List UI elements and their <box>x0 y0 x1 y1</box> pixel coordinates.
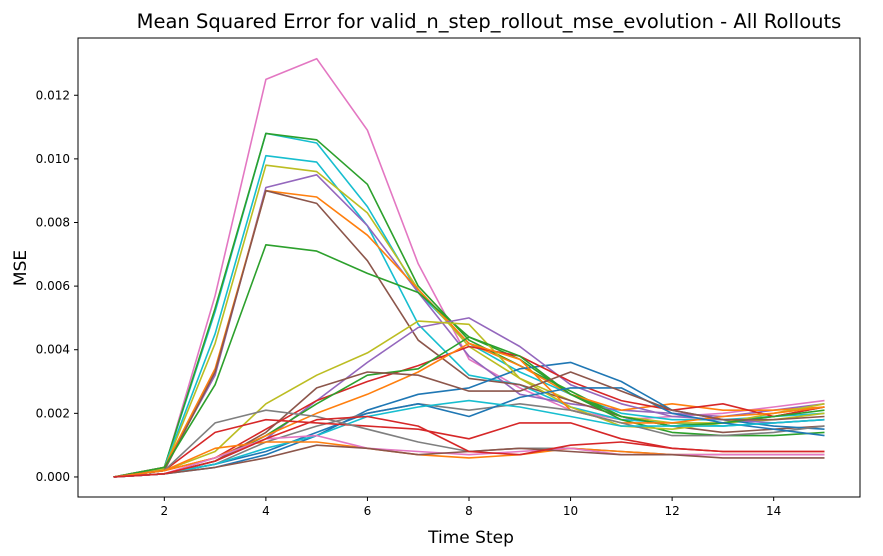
series-line-17 <box>113 387 825 478</box>
y-tick-label: 0.004 <box>36 343 70 357</box>
x-axis-label: Time Step <box>427 528 514 548</box>
x-tick-label: 14 <box>766 504 781 518</box>
series-line-13 <box>113 345 825 478</box>
y-tick-label: 0.006 <box>36 279 70 293</box>
y-tick-label: 0.010 <box>36 152 70 166</box>
series-line-8 <box>113 189 825 478</box>
series-line-19 <box>113 399 825 478</box>
series-line-12 <box>113 320 825 478</box>
chart-title: Mean Squared Error for valid_n_step_roll… <box>137 10 842 33</box>
y-tick-label: 0.012 <box>36 88 70 102</box>
x-axis-ticks: 2 4 6 8 10 12 14 <box>161 497 781 518</box>
y-tick-label: 0.008 <box>36 215 70 229</box>
y-tick-label: 0.002 <box>36 406 70 420</box>
x-tick-label: 4 <box>262 504 270 518</box>
series-line-25 <box>113 415 825 478</box>
series-line-14 <box>113 336 825 478</box>
series-line-15 <box>113 342 825 478</box>
series-lines <box>113 57 825 478</box>
x-tick-label: 10 <box>563 504 578 518</box>
x-tick-label: 12 <box>664 504 679 518</box>
x-tick-label: 6 <box>364 504 372 518</box>
series-line-16 <box>113 402 825 478</box>
x-tick-label: 8 <box>465 504 473 518</box>
series-line-1 <box>113 57 825 478</box>
y-tick-label: 0.000 <box>36 470 70 484</box>
x-tick-label: 2 <box>161 504 169 518</box>
y-axis-ticks: 0.000 0.002 0.004 0.006 0.008 0.010 0.012 <box>36 88 78 484</box>
series-line-23 <box>113 434 825 478</box>
y-axis-label: MSE <box>11 250 31 286</box>
